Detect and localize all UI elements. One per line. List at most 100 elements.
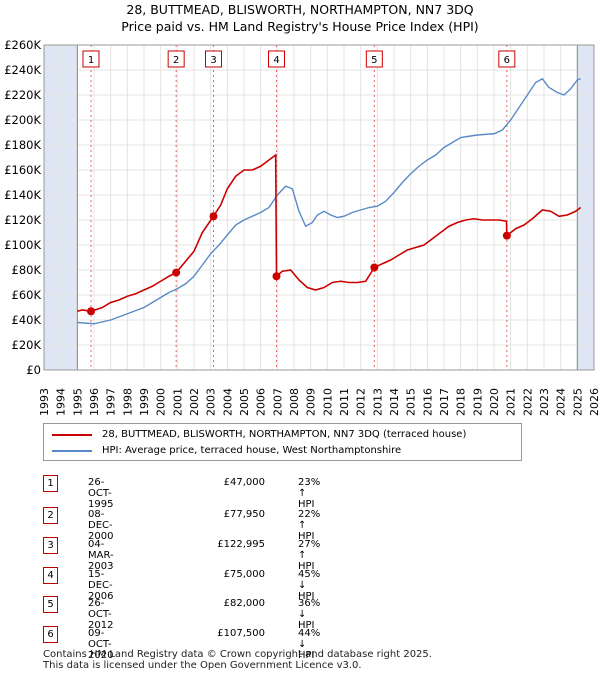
transaction-date: 26-OCT-1995	[88, 477, 114, 510]
x-tick-label: 1994	[55, 388, 68, 416]
transaction-hpi: 23% ↑ HPI	[298, 477, 321, 510]
transaction-price: £77,950	[223, 509, 265, 520]
y-tick-label: £60K	[12, 288, 42, 302]
transaction-hpi: 22% ↑ HPI	[298, 509, 321, 542]
sale-label-box	[82, 50, 100, 68]
x-tick-label: 2026	[588, 388, 600, 416]
x-tick-label: 2011	[338, 388, 351, 416]
sale-label-box	[268, 50, 285, 68]
x-tick-label: 2021	[505, 388, 518, 416]
y-tick-label: £160K	[4, 163, 41, 177]
sale-label-box	[498, 50, 516, 68]
transaction-price: £75,000	[223, 569, 265, 580]
transaction-number: 5	[43, 596, 58, 613]
transaction-price: £47,000	[223, 477, 265, 488]
x-tick-label: 2001	[171, 388, 184, 416]
legend: 28, BUTTMEAD, BLISWORTH, NORTHAMPTON, NN…	[43, 423, 522, 461]
footer: Contains HM Land Registry data © Crown c…	[43, 649, 432, 671]
legend-swatch-hpi	[52, 449, 92, 452]
x-tick-label: 2007	[271, 388, 284, 416]
sale-point	[502, 231, 511, 240]
y-tick-label: £240K	[4, 63, 41, 77]
sale-label: 5	[371, 55, 377, 66]
transaction-price: £82,000	[223, 598, 265, 609]
transaction-date: 08-DEC-2000	[88, 509, 114, 542]
sale-point	[172, 268, 181, 277]
y-tick-label: £20K	[12, 338, 42, 352]
x-tick-label: 2008	[288, 388, 301, 416]
series-line-property	[77, 153, 582, 313]
shaded-region	[577, 45, 594, 370]
x-tick-label: 1997	[105, 388, 118, 416]
sale-label: 6	[504, 55, 510, 66]
y-tick-label: £140K	[4, 188, 41, 202]
transaction-number: 4	[43, 567, 58, 584]
y-tick-label: £40K	[12, 313, 42, 327]
transaction-hpi: 44% ↓ HPI	[298, 628, 321, 661]
transaction-price: £107,500	[217, 628, 265, 639]
plot-border	[43, 44, 595, 371]
x-tick-label: 2015	[405, 388, 418, 416]
sale-point	[209, 212, 218, 221]
x-tick-label: 1999	[138, 388, 151, 416]
sale-label-box	[167, 50, 185, 68]
x-tick-label: 1993	[38, 388, 51, 416]
x-tick-label: 2023	[538, 388, 551, 416]
x-tick-label: 2018	[455, 388, 468, 416]
transaction-date: 04-MAR-2003	[88, 539, 114, 572]
x-tick-label: 2000	[155, 388, 168, 416]
sale-label-box	[365, 50, 383, 68]
transaction-hpi: 36% ↓ HPI	[298, 598, 321, 631]
x-tick-label: 2013	[371, 388, 384, 416]
legend-swatch-property	[52, 433, 92, 436]
x-tick-label: 1996	[88, 388, 101, 416]
sale-label: 4	[273, 55, 279, 66]
footer-copyright: Contains HM Land Registry data © Crown c…	[43, 649, 432, 660]
chart-subtitle: Price paid vs. HM Land Registry's House …	[121, 19, 479, 34]
y-tick-label: £100K	[4, 238, 41, 252]
transaction-date: 09-OCT-2020	[88, 628, 114, 661]
transaction-number: 2	[43, 507, 58, 524]
x-tick-label: 2022	[521, 388, 534, 416]
y-tick-label: £80K	[12, 263, 42, 277]
x-tick-label: 2024	[555, 388, 568, 416]
x-tick-label: 2012	[355, 388, 368, 416]
x-tick-label: 2014	[388, 388, 401, 416]
legend-item-hpi: HPI: Average price, terraced house, West…	[52, 443, 401, 458]
y-tick-label: £260K	[4, 38, 41, 52]
y-tick-label: £0	[26, 363, 41, 377]
x-tick-label: 2002	[188, 388, 201, 416]
x-tick-label: 2017	[438, 388, 451, 416]
series-line-hpi	[77, 77, 581, 325]
transaction-hpi: 45% ↓ HPI	[298, 569, 321, 602]
y-tick-label: £200K	[4, 113, 41, 127]
x-tick-label: 2006	[255, 388, 268, 416]
x-tick-label: 2005	[238, 388, 251, 416]
x-tick-label: 1998	[121, 388, 134, 416]
footer-licence: This data is licensed under the Open Gov…	[43, 660, 362, 671]
x-tick-label: 2025	[571, 388, 584, 416]
chart-title: 28, BUTTMEAD, BLISWORTH, NORTHAMPTON, NN…	[126, 2, 474, 17]
x-tick-label: 2020	[488, 388, 501, 416]
x-tick-label: 1995	[71, 388, 84, 416]
x-tick-label: 2003	[205, 388, 218, 416]
sale-point	[87, 307, 95, 316]
x-tick-label: 2010	[321, 388, 334, 416]
y-tick-label: £120K	[4, 213, 41, 227]
sale-label: 3	[210, 55, 216, 66]
sale-label: 1	[88, 55, 94, 66]
plot-area	[44, 45, 594, 370]
sale-point	[272, 272, 281, 281]
transaction-date: 26-OCT-2012	[88, 598, 114, 631]
sale-point	[370, 263, 379, 272]
x-tick-label: 2009	[305, 388, 318, 416]
legend-item-property: 28, BUTTMEAD, BLISWORTH, NORTHAMPTON, NN…	[52, 427, 466, 442]
transaction-number: 1	[43, 475, 58, 492]
y-tick-label: £220K	[4, 88, 41, 102]
transaction-number: 6	[43, 626, 58, 643]
transaction-date: 15-DEC-2006	[88, 569, 114, 602]
x-tick-label: 2016	[421, 388, 434, 416]
transaction-number: 3	[43, 537, 58, 554]
x-tick-label: 2019	[471, 388, 484, 416]
sale-label: 2	[173, 55, 179, 66]
